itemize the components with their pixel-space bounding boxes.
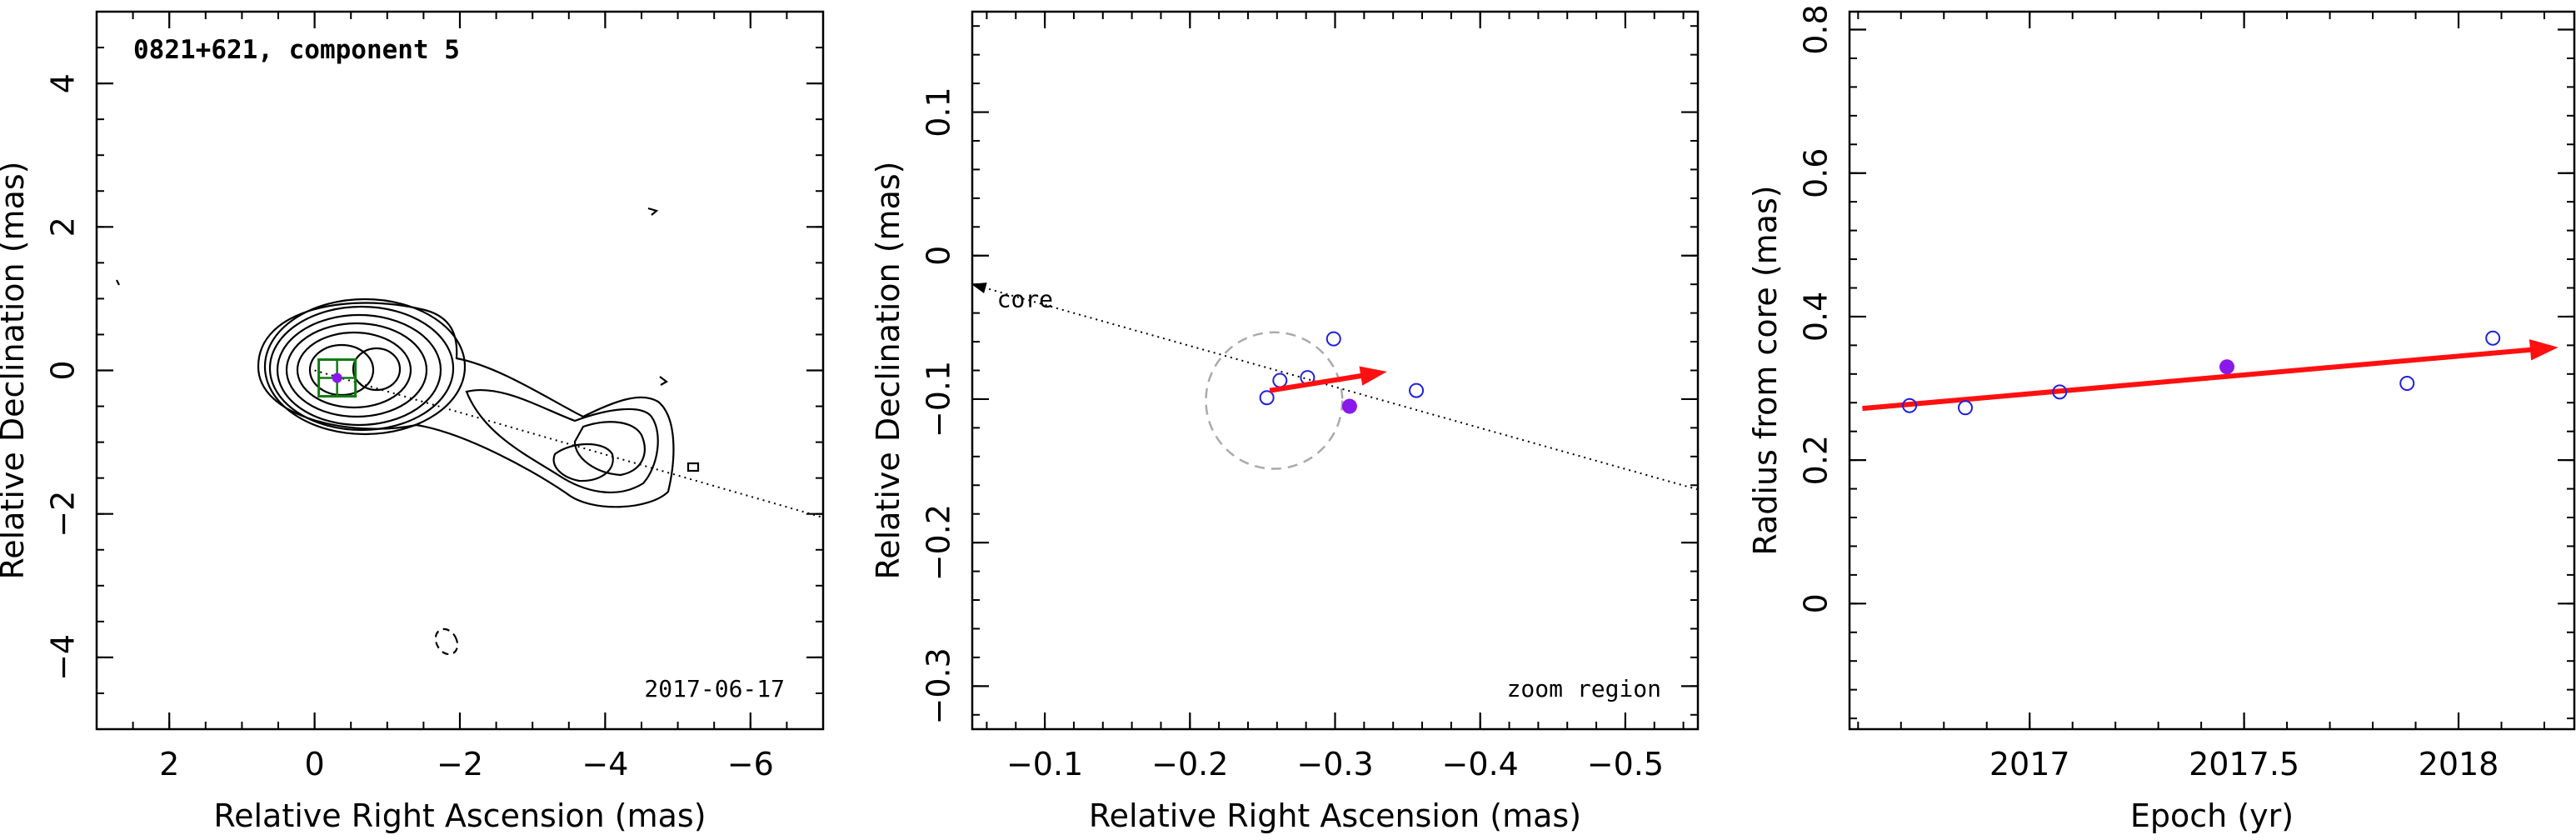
data-point [1957,400,1973,416]
panel-title: 0821+621, component 5 [133,35,460,65]
plot-frame [1848,10,2576,731]
y-tick-label: 0.8 [1798,4,1835,54]
panel-contour-map: 2 0 −2 −4 −6 −4 −2 0 2 4 Relative Right Ascension … [0,10,825,834]
x-tick-label: 2017.5 [2189,746,2299,782]
data-point [1409,382,1425,398]
x-tick-label: 2 [159,746,179,782]
y-tick-label: −2 [45,491,82,538]
y-tick-label: 0 [45,360,82,380]
y-tick-label: −0.1 [921,361,957,438]
x-axis-title: Epoch (yr) [2130,798,2294,834]
y-tick-label: −0.2 [921,504,957,581]
x-tick-label: 2018 [2419,746,2499,782]
data-point [1902,398,1918,413]
data-point [1272,372,1288,388]
x-axis-title: Relative Right Ascension (mas) [213,798,706,834]
contour-map [116,207,700,656]
x-tick-label: −6 [727,746,774,782]
data-point [1325,331,1341,347]
data-point [2485,330,2501,346]
y-axis-title: Relative Declination (mas) [870,162,906,580]
uncertainty-circle [1205,331,1344,470]
y-tick-label: 0 [1798,593,1835,613]
y-axis-title: Radius from core (mas) [1747,185,1784,555]
y-tick-label: 2 [45,217,82,237]
x-tick-label: −4 [582,746,628,782]
data-point [2399,375,2415,391]
x-tick-label: −2 [437,746,483,782]
y-tick-label: −0.3 [921,648,957,724]
core-label: core [997,286,1053,313]
y-tick-label: 4 [45,73,82,93]
highlight-point [2219,359,2235,375]
y-tick-label: 0.2 [1798,435,1835,485]
panel-zoom-region: −0.1 −0.2 −0.3 −0.4 −0.5 −0.3 −0.2 −0.1 0 0.1 Rela… [870,10,1700,834]
x-tick-label: −0.1 [1006,746,1083,782]
core-arrowhead [971,282,987,294]
x-tick-label: 0 [305,746,325,782]
motion-arrow [1269,372,1370,393]
y-tick-label: 0.1 [921,87,957,137]
y-tick-label: 0.6 [1798,148,1835,198]
x-tick-label: −0.5 [1587,746,1664,782]
jet-axis-line [314,369,824,518]
motion-arrowhead [1359,366,1387,386]
y-tick-label: 0 [921,246,957,266]
x-tick-label: 2017 [1989,746,2070,782]
y-tick-label: −4 [45,634,82,681]
x-tick-label: −0.4 [1442,746,1519,782]
x-tick-label: −0.2 [1151,746,1228,782]
data-point [1259,390,1275,406]
y-axis-title: Relative Declination (mas) [0,162,31,580]
x-tick-label: −0.3 [1296,746,1373,782]
date-label: 2017-06-17 [644,675,785,702]
data-point [2052,384,2068,400]
trend-arrow [1862,346,2539,412]
zoom-region-label: zoom region [1507,675,1661,702]
plot-frame [971,10,1700,731]
component-marker [332,372,342,383]
panel-radius-vs-epoch: 2017 2017.5 2018 0 0.2 0.4 0.6 0.8 Epoch (yr) Rad… [1747,4,2576,834]
plot-frame [95,10,825,731]
highlight-point [1341,398,1357,414]
x-axis-title: Relative Right Ascension (mas) [1089,798,1581,834]
jet-axis-line [971,283,1699,491]
y-tick-label: 0.4 [1798,292,1835,342]
trend-arrowhead [2529,339,2559,361]
